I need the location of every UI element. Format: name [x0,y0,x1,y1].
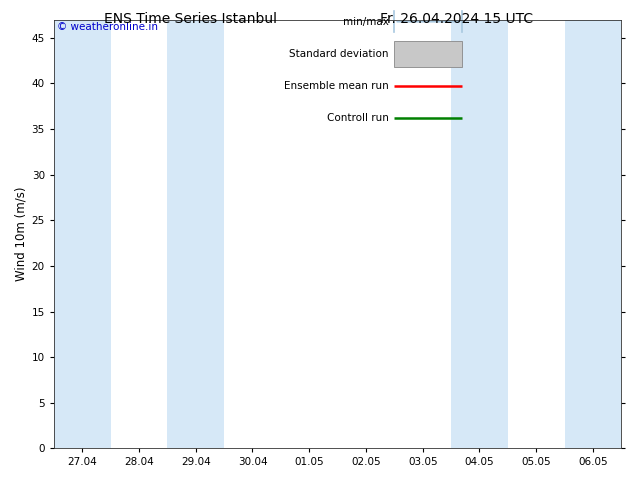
FancyBboxPatch shape [394,41,462,67]
Y-axis label: Wind 10m (m/s): Wind 10m (m/s) [15,187,27,281]
Bar [451,20,508,448]
Text: Controll run: Controll run [327,113,389,123]
Text: Ensemble mean run: Ensemble mean run [284,81,389,91]
Text: © weatheronline.in: © weatheronline.in [56,22,158,32]
Text: Standard deviation: Standard deviation [289,49,389,59]
Bar [54,20,110,448]
Text: ENS Time Series Istanbul: ENS Time Series Istanbul [104,12,276,26]
Text: min/max: min/max [343,17,389,27]
Text: Fr. 26.04.2024 15 UTC: Fr. 26.04.2024 15 UTC [380,12,533,26]
Bar [167,20,224,448]
Bar [564,20,621,448]
